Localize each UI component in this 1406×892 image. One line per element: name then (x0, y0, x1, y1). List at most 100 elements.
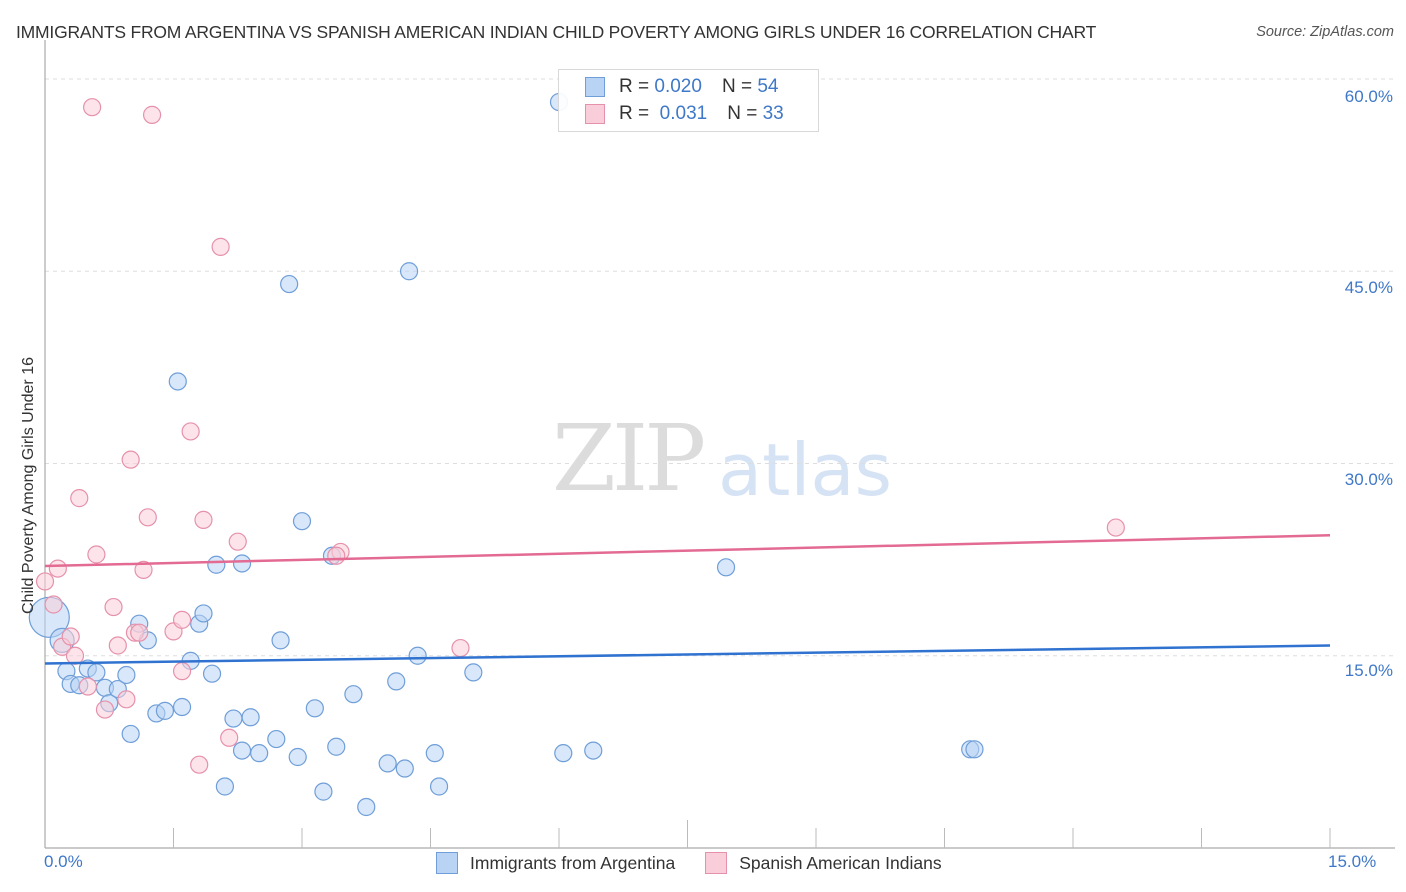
data-point (584, 741, 603, 760)
data-point (224, 709, 243, 728)
data-point (327, 737, 346, 756)
watermark-zip: ZIP (552, 405, 706, 512)
data-point (425, 744, 444, 763)
legend-item-spanish-american-indians: Spanish American Indians (705, 852, 942, 874)
data-point (138, 508, 157, 527)
data-point (1106, 518, 1125, 537)
legend-swatch-blue (436, 852, 458, 874)
data-point (429, 777, 449, 796)
data-point (48, 559, 67, 578)
data-point (716, 558, 736, 577)
watermark-atlas: atlas (718, 428, 892, 512)
data-point (70, 489, 89, 508)
data-point (168, 372, 187, 391)
legend-swatch-blue (585, 77, 605, 97)
data-point (211, 237, 230, 256)
legend-swatch-pink (585, 104, 605, 124)
data-point (190, 755, 209, 774)
data-point (194, 604, 213, 623)
data-point (172, 697, 192, 717)
data-point (220, 728, 239, 747)
data-point (78, 677, 97, 696)
data-point (87, 545, 106, 564)
data-point (104, 597, 123, 617)
data-point (194, 510, 213, 529)
data-point (288, 747, 307, 767)
data-point (451, 638, 470, 658)
axes (44, 40, 1395, 849)
data-point (142, 105, 162, 124)
data-point (172, 610, 192, 629)
data-point (228, 532, 247, 551)
data-point (44, 595, 63, 614)
data-point (35, 572, 55, 591)
data-point (117, 690, 136, 709)
y-tick-15: 15.0% (1344, 661, 1393, 680)
y-tick-45: 45.0% (1344, 278, 1393, 297)
data-point (554, 744, 573, 763)
data-point (464, 663, 483, 682)
legend-item-argentina: Immigrants from Argentina (436, 852, 675, 874)
n-label: N = (727, 103, 758, 124)
trend-line (44, 534, 1331, 568)
data-point (232, 554, 252, 573)
data-point (314, 782, 333, 801)
data-point (117, 665, 136, 685)
data-point (130, 623, 149, 642)
trend-line (44, 644, 1331, 665)
r-label: R = (619, 103, 650, 124)
legend-row-spanish-american-indians: R = 0.031 N = 33 (585, 102, 784, 126)
data-point (121, 450, 140, 469)
data-point (121, 724, 140, 744)
n-label: N = (721, 76, 753, 97)
data-point (399, 262, 419, 281)
r-value: 0.020 (654, 76, 702, 97)
data-point (267, 729, 286, 749)
data-point (271, 631, 290, 650)
data-point (202, 664, 222, 683)
trend-lines (44, 534, 1331, 665)
data-point (207, 555, 226, 574)
legend-swatch-pink (705, 852, 728, 874)
x-tick-0: 0.0% (44, 852, 83, 871)
data-point (155, 701, 175, 720)
source-label: Source: ZipAtlas.com (1256, 24, 1394, 40)
legend-label: Spanish American Indians (739, 852, 942, 873)
y-tick-30: 30.0% (1344, 470, 1393, 489)
data-point (134, 560, 153, 579)
r-value: 0.031 (659, 103, 708, 124)
data-point (95, 700, 115, 719)
data-point (408, 646, 427, 665)
data-point (232, 741, 252, 760)
y-tick-60: 60.0% (1344, 87, 1393, 106)
data-point (241, 708, 260, 727)
n-value: 54 (757, 76, 779, 97)
data-point (83, 98, 102, 117)
data-point (172, 662, 192, 681)
data-point (250, 744, 269, 763)
legend-row-argentina: R = 0.020 N = 54 (585, 75, 778, 99)
data-point (280, 274, 299, 294)
n-value: 33 (762, 103, 784, 124)
data-point (108, 636, 127, 655)
data-point (61, 627, 80, 646)
data-point (395, 759, 414, 778)
data-point (305, 699, 324, 718)
data-point (344, 685, 363, 704)
y-axis-label: Child Poverty Among Girls Under 16 (20, 357, 37, 614)
r-label: R = (619, 76, 650, 97)
x-tick-15: 15.0% (1328, 852, 1377, 871)
data-point (181, 422, 200, 441)
data-point (378, 754, 397, 773)
data-point (965, 740, 984, 759)
series-legend: Immigrants from Argentina Spanish Americ… (436, 852, 972, 874)
data-point (357, 797, 376, 817)
data-point (327, 546, 346, 565)
stats-legend: R = 0.020 N = 54 R = 0.031 N = 33 (558, 69, 819, 132)
data-points (28, 92, 1125, 817)
data-point (387, 672, 406, 691)
legend-label: Immigrants from Argentina (470, 852, 676, 873)
data-point (215, 777, 234, 796)
data-point (292, 512, 312, 531)
